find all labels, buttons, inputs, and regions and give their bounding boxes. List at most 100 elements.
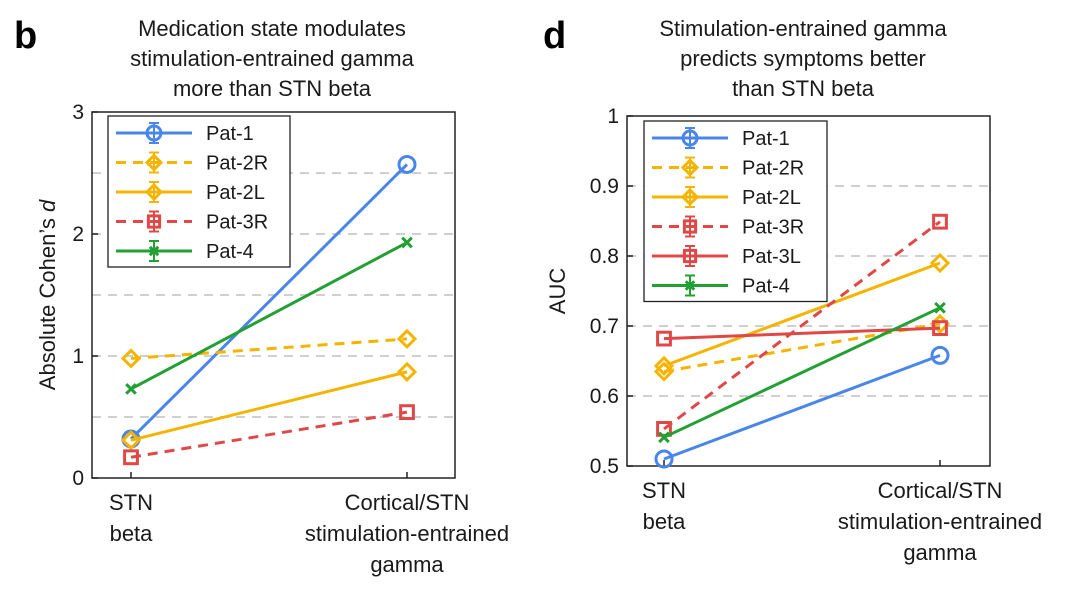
legend-label: Pat-3R bbox=[206, 212, 268, 234]
legend-item: Pat-1 bbox=[652, 127, 790, 150]
legend: Pat-1 Pat-2R Pat-2L Pat-3R Pat-3L Pat-4 bbox=[643, 120, 828, 303]
series-pat-3r bbox=[123, 404, 415, 466]
y-tick-label: 3 bbox=[72, 101, 84, 124]
series-line bbox=[129, 163, 409, 441]
legend-marker bbox=[681, 129, 699, 147]
y-tick-label: 0.7 bbox=[590, 315, 619, 338]
y-tick-label: 0.9 bbox=[590, 175, 619, 198]
series-pat-3r bbox=[656, 213, 948, 437]
x-tick-label: Cortical/STN bbox=[345, 490, 470, 515]
y-tick-label: 1 bbox=[72, 345, 84, 368]
data-point bbox=[396, 361, 418, 382]
series-line bbox=[663, 353, 941, 461]
series-pat-2l bbox=[120, 361, 418, 451]
chart-title-d: Stimulation-entrained gamma predicts sym… bbox=[659, 16, 947, 101]
series-pat-1 bbox=[654, 345, 950, 469]
y-tick-label: 0.5 bbox=[590, 455, 619, 478]
y-axis-label: AUC bbox=[545, 268, 570, 315]
legend-item: Pat-4 bbox=[116, 240, 254, 263]
legend-item: Pat-2L bbox=[652, 186, 801, 209]
legend-marker bbox=[145, 124, 163, 142]
legend-label: Pat-3L bbox=[742, 246, 801, 268]
x-tick-label: beta bbox=[643, 509, 687, 534]
legend-item: Pat-2R bbox=[652, 156, 804, 180]
data-point bbox=[654, 449, 674, 469]
series-line bbox=[130, 410, 408, 459]
series-line bbox=[663, 220, 941, 431]
panel-letter-b: b bbox=[14, 15, 37, 57]
legend-label: Pat-2L bbox=[206, 182, 265, 204]
legend-item: Pat-2R bbox=[116, 151, 268, 175]
y-axis-label: Absolute Cohen’s d bbox=[35, 199, 60, 390]
data-point bbox=[123, 449, 139, 466]
plot-area-d: 0.5 0.6 0.7 0.8 0.9 1 STN beta Cortical/STN stimu… bbox=[545, 105, 1042, 565]
title-line: stimulation-entrained gamma bbox=[130, 46, 414, 71]
data-point bbox=[656, 330, 672, 347]
title-line: Medication state modulates bbox=[138, 16, 406, 41]
legend-marker bbox=[144, 153, 164, 172]
y-tick-label: 0.8 bbox=[590, 245, 619, 268]
legend-item: Pat-3L bbox=[652, 245, 801, 268]
data-point bbox=[396, 328, 418, 350]
x-tick-label: stimulation-entrained bbox=[305, 521, 509, 546]
x-tick-label: STN bbox=[109, 490, 153, 515]
x-tick-label: stimulation-entrained bbox=[838, 509, 1042, 534]
series-pat-2r bbox=[120, 328, 418, 369]
legend-label: Pat-2L bbox=[742, 187, 801, 209]
series-line bbox=[130, 241, 408, 391]
legend-label: Pat-2R bbox=[206, 153, 268, 175]
legend-label: Pat-3R bbox=[742, 217, 804, 239]
data-point bbox=[401, 236, 413, 249]
legend: Pat-1 Pat-2R Pat-2L Pat-3R Pat-4 bbox=[107, 115, 291, 268]
legend-marker bbox=[682, 248, 698, 264]
legend-marker bbox=[146, 214, 162, 229]
legend-marker bbox=[680, 187, 700, 207]
x-tick-label: STN bbox=[642, 478, 686, 503]
y-tick-label: 1 bbox=[607, 105, 619, 128]
series-line bbox=[663, 306, 941, 439]
legend-marker bbox=[144, 182, 164, 202]
legend-item: Pat-3R bbox=[116, 210, 268, 234]
panel-letter-d: d bbox=[543, 15, 566, 57]
legend-label: Pat-2R bbox=[742, 158, 804, 180]
legend-item: Pat-2L bbox=[116, 181, 265, 204]
legend-label: Pat-1 bbox=[742, 128, 790, 150]
legend-item: Pat-3R bbox=[652, 215, 804, 239]
legend-marker bbox=[148, 245, 160, 257]
legend-box bbox=[643, 120, 828, 303]
legend-label: Pat-4 bbox=[206, 241, 254, 263]
title-line: predicts symptoms better bbox=[680, 46, 926, 71]
data-point bbox=[930, 345, 950, 365]
x-tick-label: Cortical/STN bbox=[878, 478, 1003, 503]
y-tick-label: 0 bbox=[72, 467, 84, 490]
axes-frame bbox=[91, 111, 456, 479]
title-line: more than STN beta bbox=[173, 76, 372, 101]
series-line bbox=[130, 337, 408, 360]
data-point bbox=[934, 301, 946, 314]
data-point bbox=[658, 431, 670, 444]
title-line: Stimulation-entrained gamma bbox=[659, 16, 947, 41]
title-line: than STN beta bbox=[732, 76, 875, 101]
series-pat-2l bbox=[653, 252, 951, 377]
legend-marker bbox=[680, 158, 700, 177]
chart-title-b: Medication state modulates stimulation-e… bbox=[130, 16, 414, 101]
data-point bbox=[120, 430, 142, 451]
series-pat-4 bbox=[658, 301, 946, 444]
y-tick-label: 0.6 bbox=[590, 385, 619, 408]
data-point bbox=[932, 320, 948, 337]
data-point bbox=[125, 383, 137, 395]
axes-frame bbox=[626, 115, 991, 467]
legend-label: Pat-1 bbox=[206, 123, 254, 145]
y-tick-label: 2 bbox=[72, 223, 84, 246]
data-point bbox=[932, 213, 948, 230]
series-pat-4 bbox=[125, 236, 413, 395]
legend-item: Pat-4 bbox=[652, 274, 790, 298]
series-line bbox=[130, 370, 408, 442]
data-point bbox=[653, 355, 675, 377]
series-line bbox=[663, 326, 941, 341]
x-tick-label: beta bbox=[110, 521, 154, 546]
data-point bbox=[120, 348, 142, 369]
panel-b: b Medication state modulates stimulation… bbox=[14, 15, 509, 577]
data-point bbox=[399, 404, 415, 421]
